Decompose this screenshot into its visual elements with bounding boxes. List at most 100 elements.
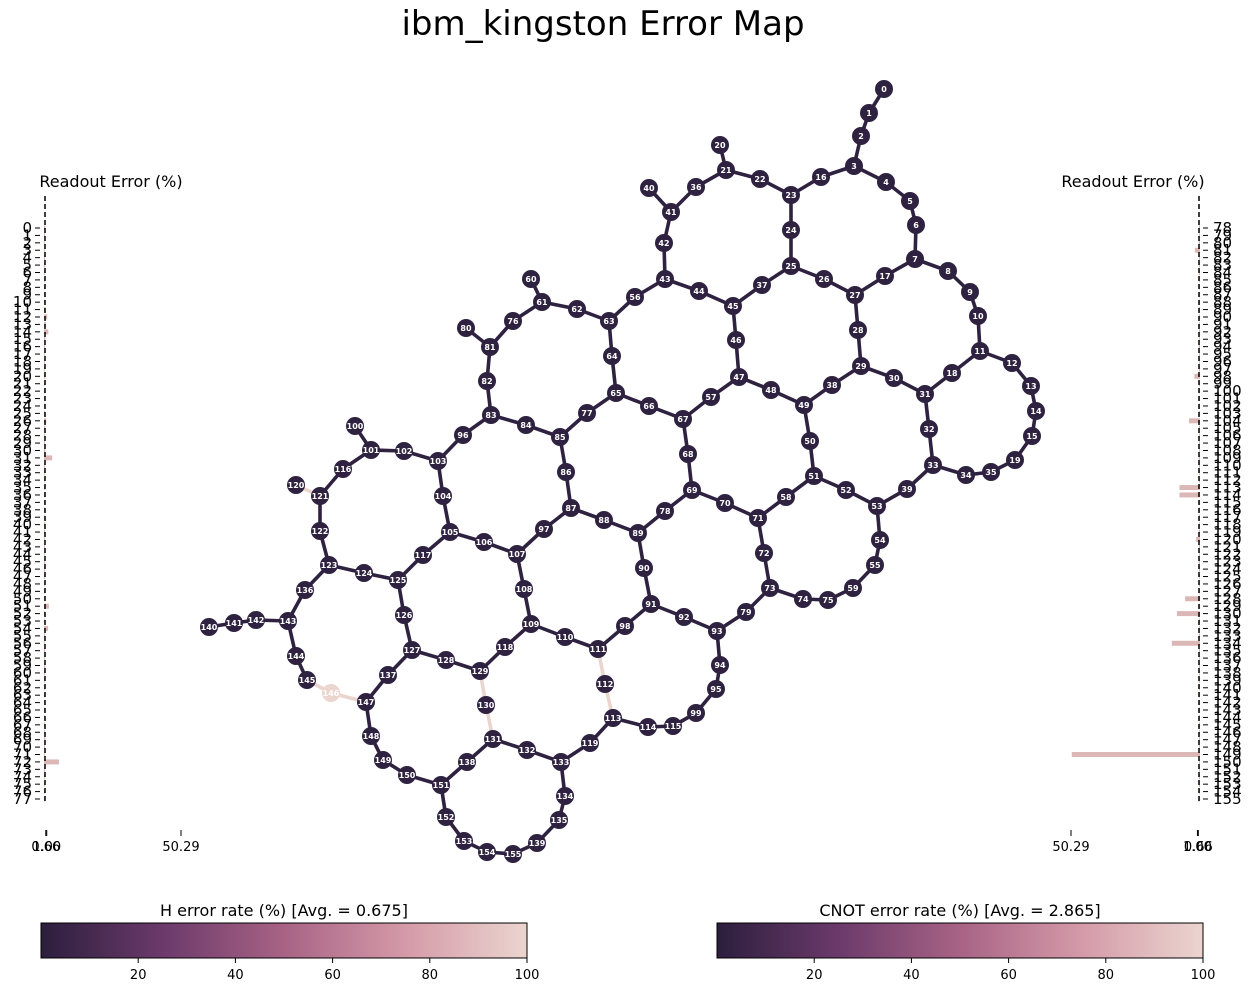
- readout-error-left-label-40: 40: [13, 516, 32, 534]
- qubit-node-21: [717, 161, 735, 179]
- qubit-label-81: 81: [484, 343, 496, 352]
- readout-error-left-bar-73: [44, 766, 46, 772]
- readout-error-left-label-60: 60: [13, 664, 32, 682]
- readout-error-right-bar-134: [1171, 640, 1200, 646]
- qubit-label-46: 46: [730, 336, 742, 345]
- qubit-label-92: 92: [678, 613, 689, 622]
- readout-error-right-label-118: 118: [1213, 516, 1242, 534]
- readout-error-left-label-37: 37: [13, 493, 32, 511]
- readout-error-left-label-22: 22: [13, 382, 32, 400]
- readout-error-left-label-0: 0: [22, 219, 32, 237]
- readout-error-left-label-73: 73: [13, 760, 32, 778]
- qubit-label-152: 152: [438, 813, 455, 822]
- qubit-node-67: [674, 410, 692, 428]
- qubit-label-10: 10: [972, 312, 984, 321]
- qubit-node-117: [414, 546, 432, 564]
- qubit-label-71: 71: [752, 514, 764, 523]
- readout-error-left-label-29: 29: [13, 434, 32, 452]
- readout-error-right-label-115: 115: [1213, 493, 1242, 511]
- qubit-label-150: 150: [399, 771, 416, 780]
- qubit-node-149: [374, 751, 392, 769]
- qubit-label-6: 6: [913, 221, 919, 230]
- qubit-label-115: 115: [665, 722, 682, 731]
- qubit-label-109: 109: [523, 620, 540, 629]
- qubit-label-113: 113: [605, 714, 622, 723]
- qubit-node-28: [849, 321, 867, 339]
- readout-error-left-bar-31: [44, 455, 53, 461]
- qubit-node-93: [708, 622, 726, 640]
- readout-error-right-label-155: 155: [1213, 790, 1242, 808]
- qubit-node-143: [279, 612, 297, 630]
- qubit-node-154: [478, 843, 496, 861]
- qubit-label-67: 67: [677, 415, 688, 424]
- qubit-node-11: [971, 342, 989, 360]
- qubit-label-55: 55: [869, 561, 881, 570]
- qubit-label-137: 137: [380, 671, 397, 680]
- qubit-label-54: 54: [874, 536, 886, 545]
- h-error-colorbar-tick-1: 40: [227, 968, 244, 983]
- readout-error-right-label-81: 81: [1213, 241, 1232, 259]
- qubit-label-126: 126: [396, 611, 413, 620]
- qubit-label-48: 48: [765, 386, 777, 395]
- readout-error-right-label-114: 114: [1213, 486, 1242, 504]
- qubit-label-78: 78: [659, 507, 671, 516]
- readout-error-right-label-122: 122: [1213, 545, 1242, 563]
- qubit-node-53: [868, 497, 886, 515]
- readout-error-left-label-52: 52: [13, 605, 32, 623]
- readout-error-left-label-26: 26: [13, 412, 32, 430]
- readout-error-right-bar-94: [1198, 344, 1200, 350]
- readout-error-right-bar-92: [1198, 329, 1200, 335]
- readout-error-right-bar-104: [1188, 418, 1200, 424]
- readout-error-right-bar-124: [1198, 566, 1200, 572]
- readout-error-right-xtick-2: 0.66: [1184, 840, 1213, 855]
- readout-error-right-label-137: 137: [1213, 657, 1242, 675]
- readout-error-right-bar-151: [1199, 766, 1200, 772]
- qubit-label-74: 74: [797, 595, 809, 604]
- qubit-node-40: [640, 179, 658, 197]
- h-colorbar: [40, 922, 528, 959]
- readout-error-right-label-112: 112: [1213, 471, 1242, 489]
- qubit-node-48: [762, 381, 780, 399]
- readout-error-left-label-17: 17: [13, 345, 32, 363]
- left-readout-bars: [44, 225, 59, 802]
- qubit-label-27: 27: [849, 291, 860, 300]
- qubit-node-135: [550, 811, 568, 829]
- h-error-colorbar-tick-4: 100: [515, 968, 540, 983]
- readout-error-left-label-23: 23: [13, 390, 32, 408]
- qubit-node-152: [437, 808, 455, 826]
- qubit-node-85: [551, 428, 569, 446]
- readout-error-left-label-38: 38: [13, 501, 32, 519]
- qubit-label-86: 86: [560, 468, 572, 477]
- qubit-label-40: 40: [643, 184, 655, 193]
- qubit-label-148: 148: [363, 732, 380, 741]
- readout-error-right-bar-109: [1198, 455, 1200, 461]
- qubit-label-82: 82: [481, 377, 492, 386]
- qubit-label-118: 118: [497, 643, 514, 652]
- qubit-label-42: 42: [658, 239, 669, 248]
- qubit-label-60: 60: [525, 275, 537, 284]
- h-colorbar-ticks: 20 40 60 80 100: [130, 958, 539, 983]
- readout-error-left-label-59: 59: [13, 657, 32, 675]
- readout-error-right-bar-83: [1199, 262, 1200, 268]
- readout-error-left-bar-1: [44, 232, 46, 238]
- qubit-label-94: 94: [714, 661, 726, 670]
- readout-error-left-label-68: 68: [13, 723, 32, 741]
- qubit-node-150: [398, 766, 416, 784]
- readout-error-left-label-56: 56: [13, 634, 32, 652]
- readout-error-left-label-2: 2: [22, 234, 32, 252]
- readout-error-right-label-116: 116: [1213, 501, 1242, 519]
- qubit-label-130: 130: [478, 701, 495, 710]
- readout-error-left-bar-29: [44, 440, 46, 446]
- qubit-label-99: 99: [690, 709, 702, 718]
- readout-error-right-bar-93: [1199, 336, 1200, 342]
- readout-error-right-bar-120: [1196, 536, 1200, 542]
- qubit-label-142: 142: [248, 616, 265, 625]
- readout-error-right-label-151: 151: [1213, 760, 1242, 778]
- readout-error-left-label-16: 16: [13, 338, 32, 356]
- readout-error-left-bar-30: [44, 447, 46, 453]
- readout-error-right-label-128: 128: [1213, 590, 1242, 608]
- qubit-node-10: [969, 307, 987, 325]
- readout-error-left-label-44: 44: [13, 545, 32, 563]
- readout-error-left-bar-2: [44, 240, 45, 246]
